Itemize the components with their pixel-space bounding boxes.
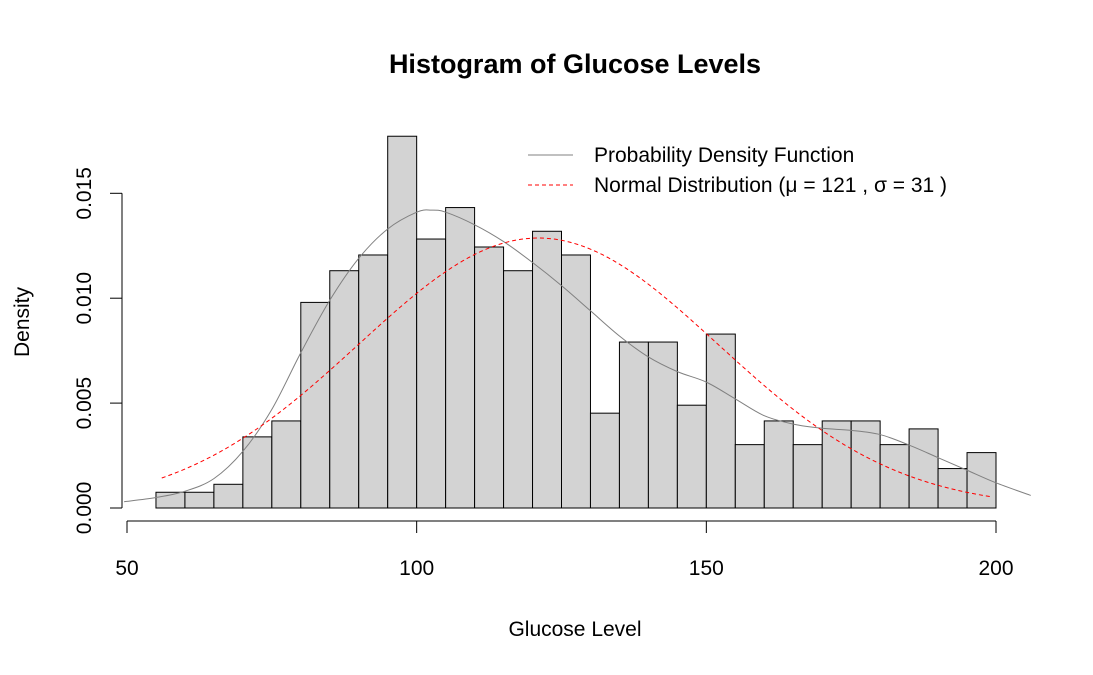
histogram-bar — [763, 420, 794, 509]
histogram-bar — [734, 444, 765, 509]
legend-normal-label: Normal Distribution (μ = 121 , σ = 31 ) — [594, 174, 947, 197]
histogram-bar — [821, 420, 852, 509]
histogram-bar — [329, 270, 360, 509]
histogram-bar — [879, 444, 910, 509]
histogram-bar — [242, 436, 273, 509]
histogram-bar — [213, 483, 244, 509]
histogram-bar — [300, 301, 331, 509]
x-ticks: 50 100 150 200 — [115, 521, 1014, 580]
y-tick-label: 0.015 — [73, 167, 96, 220]
y-axis: 0.000 0.005 0.010 0.015 — [73, 167, 123, 534]
y-tick-label: 0.005 — [73, 377, 96, 430]
histogram-bar — [184, 491, 215, 509]
histogram-bar — [618, 341, 649, 509]
legend-pdf-label: Probability Density Function — [594, 144, 854, 167]
y-axis-label: Density — [11, 286, 34, 357]
pdf-curve — [124, 209, 1031, 503]
histogram-bar — [792, 444, 823, 509]
histogram-bar — [966, 452, 997, 509]
histogram-bar — [937, 468, 968, 509]
histogram-bar — [705, 333, 736, 509]
histogram-bar — [271, 420, 302, 509]
histogram-bar — [503, 270, 534, 509]
histogram-bars — [155, 135, 997, 509]
histogram-bar — [474, 246, 505, 509]
histogram-bar — [532, 230, 562, 509]
normal-curve — [161, 237, 991, 498]
legend: Probability Density Function Normal Dist… — [528, 144, 947, 197]
y-tick-label: 0.010 — [73, 272, 96, 325]
histogram-bar — [358, 254, 389, 509]
x-tick-label: 100 — [399, 557, 434, 580]
histogram-bar — [445, 207, 476, 509]
histogram-bar — [908, 428, 939, 509]
histogram-bar — [561, 254, 591, 509]
y-ticks: 0.000 0.005 0.010 0.015 — [73, 167, 122, 534]
x-axis-label: Glucose Level — [508, 618, 641, 641]
histogram-bar — [850, 420, 881, 509]
x-tick-label: 50 — [115, 557, 138, 580]
y-tick-label: 0.000 — [73, 482, 96, 535]
chart-title: Histogram of Glucose Levels — [389, 49, 761, 79]
x-tick-label: 200 — [978, 557, 1013, 580]
x-tick-label: 150 — [689, 557, 724, 580]
x-axis: 50 100 150 200 — [115, 520, 1014, 580]
curves — [124, 209, 1031, 503]
histogram-bar — [589, 412, 620, 509]
histogram-bar — [676, 404, 707, 509]
histogram-bar — [647, 341, 678, 509]
histogram-bar — [416, 238, 447, 509]
histogram-bar — [387, 135, 418, 509]
